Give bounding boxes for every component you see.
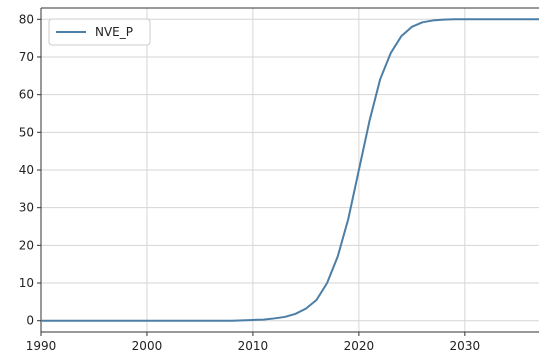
y-tick-label: 30 (19, 201, 34, 215)
x-tick-label: 2000 (132, 339, 163, 353)
legend: NVE_P (48, 18, 151, 46)
x-tick-label: 1990 (26, 339, 57, 353)
x-tick-label: 2010 (238, 339, 269, 353)
x-tick-label: 2030 (450, 339, 481, 353)
y-tick-label: 80 (19, 12, 34, 26)
y-tick-label: 40 (19, 163, 34, 177)
y-tick-label: 60 (19, 88, 34, 102)
axes (37, 7, 539, 336)
x-tick-label: 2020 (344, 339, 375, 353)
series-line-nve-p (41, 18, 539, 322)
grid-lines (40, 8, 539, 332)
y-tick-label: 70 (19, 50, 34, 64)
legend-label-nve-p: NVE_P (95, 25, 133, 39)
series-layer (41, 18, 539, 322)
y-tick-label: 50 (19, 125, 34, 139)
legend-box (48, 18, 151, 46)
y-tick-label: 10 (19, 276, 34, 290)
y-tick-label: 0 (26, 314, 34, 328)
y-tick-label: 20 (19, 238, 34, 252)
